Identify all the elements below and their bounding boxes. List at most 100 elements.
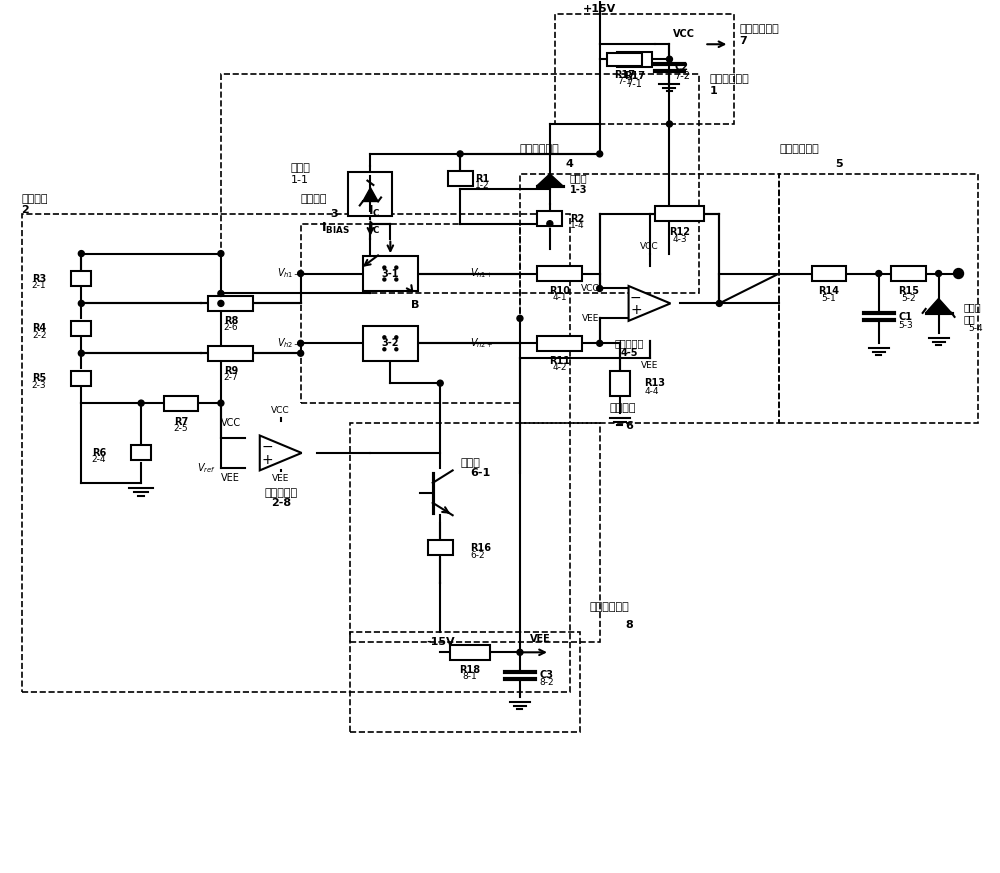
Text: 第一供电电路
7: 第一供电电路 7	[739, 24, 779, 46]
Text: 4-4: 4-4	[645, 387, 659, 395]
Circle shape	[298, 350, 304, 356]
Polygon shape	[260, 436, 302, 471]
Text: 稳压电路: 稳压电路	[610, 403, 636, 413]
Text: 调零电路
2: 调零电路 2	[22, 194, 48, 216]
Circle shape	[218, 400, 224, 406]
Bar	[221, 74, 699, 293]
Text: $V_{ref}$: $V_{ref}$	[197, 461, 216, 475]
Text: VEE: VEE	[641, 361, 658, 370]
Bar	[164, 395, 198, 410]
Bar	[428, 540, 453, 555]
Text: 2-2: 2-2	[32, 331, 46, 340]
Bar	[131, 445, 151, 460]
Text: R9: R9	[224, 367, 238, 376]
Text: $V_{h2-}$: $V_{h2-}$	[277, 336, 301, 350]
Bar	[363, 326, 418, 361]
Text: 5-2: 5-2	[901, 294, 916, 304]
Text: 二极管
1-3: 二极管 1-3	[570, 173, 587, 195]
Text: VEE: VEE	[529, 635, 550, 644]
Text: VCC: VCC	[581, 284, 600, 293]
Polygon shape	[926, 299, 952, 313]
Bar	[537, 266, 582, 281]
Circle shape	[78, 300, 84, 306]
Text: 4: 4	[566, 159, 574, 168]
Text: $-$: $-$	[261, 439, 273, 453]
Text: 差分放大电路: 差分放大电路	[520, 144, 560, 154]
Text: 2-8: 2-8	[271, 498, 291, 508]
Bar	[655, 206, 704, 221]
Bar	[607, 52, 642, 65]
Circle shape	[936, 271, 942, 277]
Circle shape	[666, 121, 672, 127]
Text: 8-2: 8-2	[540, 677, 554, 687]
Text: R10: R10	[549, 286, 570, 297]
Text: $\mathbf{I_C}$: $\mathbf{I_C}$	[368, 203, 380, 219]
Bar	[350, 423, 600, 643]
Text: 5: 5	[835, 159, 843, 168]
Text: 4-1: 4-1	[552, 293, 567, 302]
Text: 运算放大器: 运算放大器	[615, 339, 644, 348]
Text: R13: R13	[645, 378, 666, 388]
Text: 6-1: 6-1	[470, 468, 490, 478]
Circle shape	[716, 300, 722, 306]
Circle shape	[78, 350, 84, 356]
Text: 运算放大器: 运算放大器	[264, 488, 297, 498]
Text: 2-5: 2-5	[174, 424, 188, 433]
Text: VCC: VCC	[640, 242, 659, 251]
Bar	[891, 266, 926, 281]
Text: B: B	[411, 300, 419, 311]
Circle shape	[457, 151, 463, 157]
Text: 6: 6	[626, 421, 634, 431]
Circle shape	[138, 400, 144, 406]
Text: VEE: VEE	[221, 473, 240, 483]
Text: 4-2: 4-2	[553, 363, 567, 372]
Bar	[22, 214, 570, 692]
Circle shape	[298, 340, 304, 347]
Circle shape	[954, 269, 964, 278]
Text: 三极管: 三极管	[460, 458, 480, 468]
Circle shape	[298, 271, 304, 277]
Text: 第二供电电路: 第二供电电路	[590, 602, 629, 613]
Circle shape	[547, 221, 553, 227]
Text: 2-4: 2-4	[92, 456, 106, 464]
Text: $+$: $+$	[261, 453, 273, 467]
Bar	[71, 271, 91, 286]
Circle shape	[383, 336, 386, 339]
Text: 7-1: 7-1	[617, 77, 632, 86]
Text: R1: R1	[475, 174, 489, 184]
Polygon shape	[629, 286, 670, 321]
Text: $V_{h1+}$: $V_{h1+}$	[470, 266, 494, 280]
Bar	[537, 336, 582, 351]
Text: R2: R2	[570, 214, 584, 223]
Text: +15V: +15V	[583, 4, 616, 14]
Text: 1-2: 1-2	[475, 182, 490, 190]
Circle shape	[597, 340, 603, 347]
Circle shape	[218, 300, 224, 306]
Circle shape	[383, 266, 386, 269]
Text: R17: R17	[614, 70, 635, 80]
Circle shape	[666, 56, 672, 62]
Text: 2-6: 2-6	[224, 323, 238, 333]
Text: R3: R3	[32, 273, 46, 284]
Text: 霍尔元件: 霍尔元件	[301, 194, 327, 203]
Circle shape	[383, 347, 386, 351]
Text: 2-1: 2-1	[32, 281, 46, 290]
Text: 4-3: 4-3	[672, 235, 687, 244]
Text: $V_{h1-}$: $V_{h1-}$	[277, 266, 301, 280]
Text: R16: R16	[470, 543, 491, 553]
Text: 5-1: 5-1	[822, 294, 836, 304]
Text: 6-2: 6-2	[470, 551, 485, 560]
Polygon shape	[537, 174, 563, 186]
Text: VEE: VEE	[272, 474, 289, 483]
Text: $V_{h2+}$: $V_{h2+}$	[470, 336, 494, 350]
Text: 5-4: 5-4	[969, 324, 983, 333]
Text: 稳压二
极管: 稳压二 极管	[964, 303, 981, 324]
Text: 4-5: 4-5	[621, 348, 638, 358]
Bar	[450, 645, 490, 660]
Circle shape	[78, 251, 84, 257]
Text: 3-2: 3-2	[382, 339, 399, 348]
Circle shape	[876, 271, 882, 277]
Bar	[348, 172, 392, 216]
Circle shape	[218, 291, 224, 297]
Text: R18: R18	[460, 665, 481, 676]
